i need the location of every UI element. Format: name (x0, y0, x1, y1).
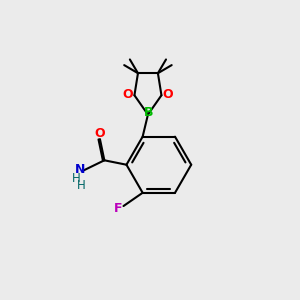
Text: O: O (94, 127, 105, 140)
Text: F: F (114, 202, 122, 215)
Text: H: H (77, 179, 86, 192)
Text: B: B (144, 106, 153, 119)
Text: O: O (163, 88, 173, 100)
Text: H: H (72, 172, 80, 185)
Text: N: N (74, 163, 85, 176)
Text: O: O (123, 88, 133, 100)
